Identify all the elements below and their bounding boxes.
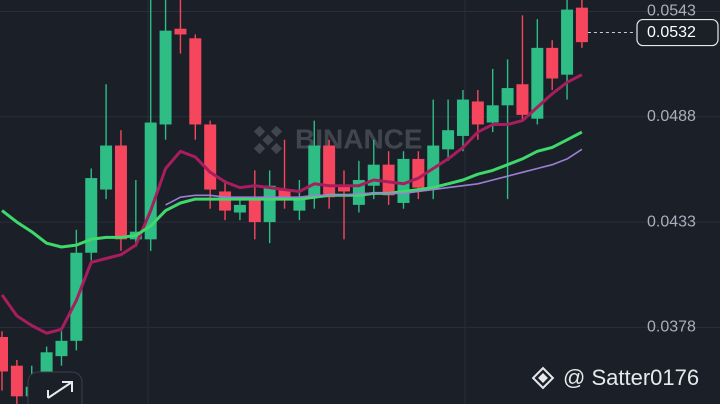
moving-average-line <box>165 148 583 206</box>
candle-body <box>248 199 261 223</box>
moving-average-line <box>1 130 583 249</box>
candle-body <box>204 124 217 190</box>
candle-body <box>323 145 336 198</box>
candle-body <box>486 105 499 123</box>
candle-body <box>531 47 544 119</box>
current-price-box <box>636 18 719 47</box>
candle-body <box>308 145 321 198</box>
y-tick-label: 0.0378 <box>647 319 696 336</box>
candle-body <box>233 204 246 213</box>
candle-body <box>546 47 559 79</box>
marks <box>0 0 636 404</box>
candle-body <box>442 130 455 150</box>
candle-body <box>263 185 276 223</box>
credit: @ Satter0176 <box>531 365 699 390</box>
candle-body <box>561 9 574 75</box>
candle-body <box>100 145 113 190</box>
candle-body <box>456 99 469 136</box>
candle-body <box>516 84 529 115</box>
candle-body <box>189 38 202 125</box>
candle-body <box>338 185 351 192</box>
moving-average-line <box>0 73 583 335</box>
candle-body <box>501 88 514 106</box>
candle-body <box>85 178 98 253</box>
candle-body <box>144 122 157 240</box>
candle-body <box>471 101 484 125</box>
y-tick-label: 0.0488 <box>647 108 696 125</box>
candle-body <box>10 365 23 397</box>
candle-body <box>174 28 187 35</box>
candle-body <box>382 164 395 196</box>
y-axis: 0.0378 0.0433 0.0488 0.0543 0.0532 <box>636 3 719 336</box>
expand-button[interactable] <box>27 371 83 404</box>
candle-body <box>159 30 172 125</box>
candle-body <box>219 191 232 211</box>
y-tick-label: 0.0543 <box>647 3 696 20</box>
current-price-label: 0.0532 <box>647 24 696 41</box>
credit-text: @ Satter0176 <box>563 365 699 390</box>
candle-body <box>412 158 425 188</box>
candle-body <box>0 336 8 372</box>
y-tick-label: 0.0433 <box>647 213 696 230</box>
candle-body <box>575 7 588 43</box>
candle-body <box>278 189 291 200</box>
candle-body <box>114 145 127 240</box>
candle-body <box>55 340 68 357</box>
